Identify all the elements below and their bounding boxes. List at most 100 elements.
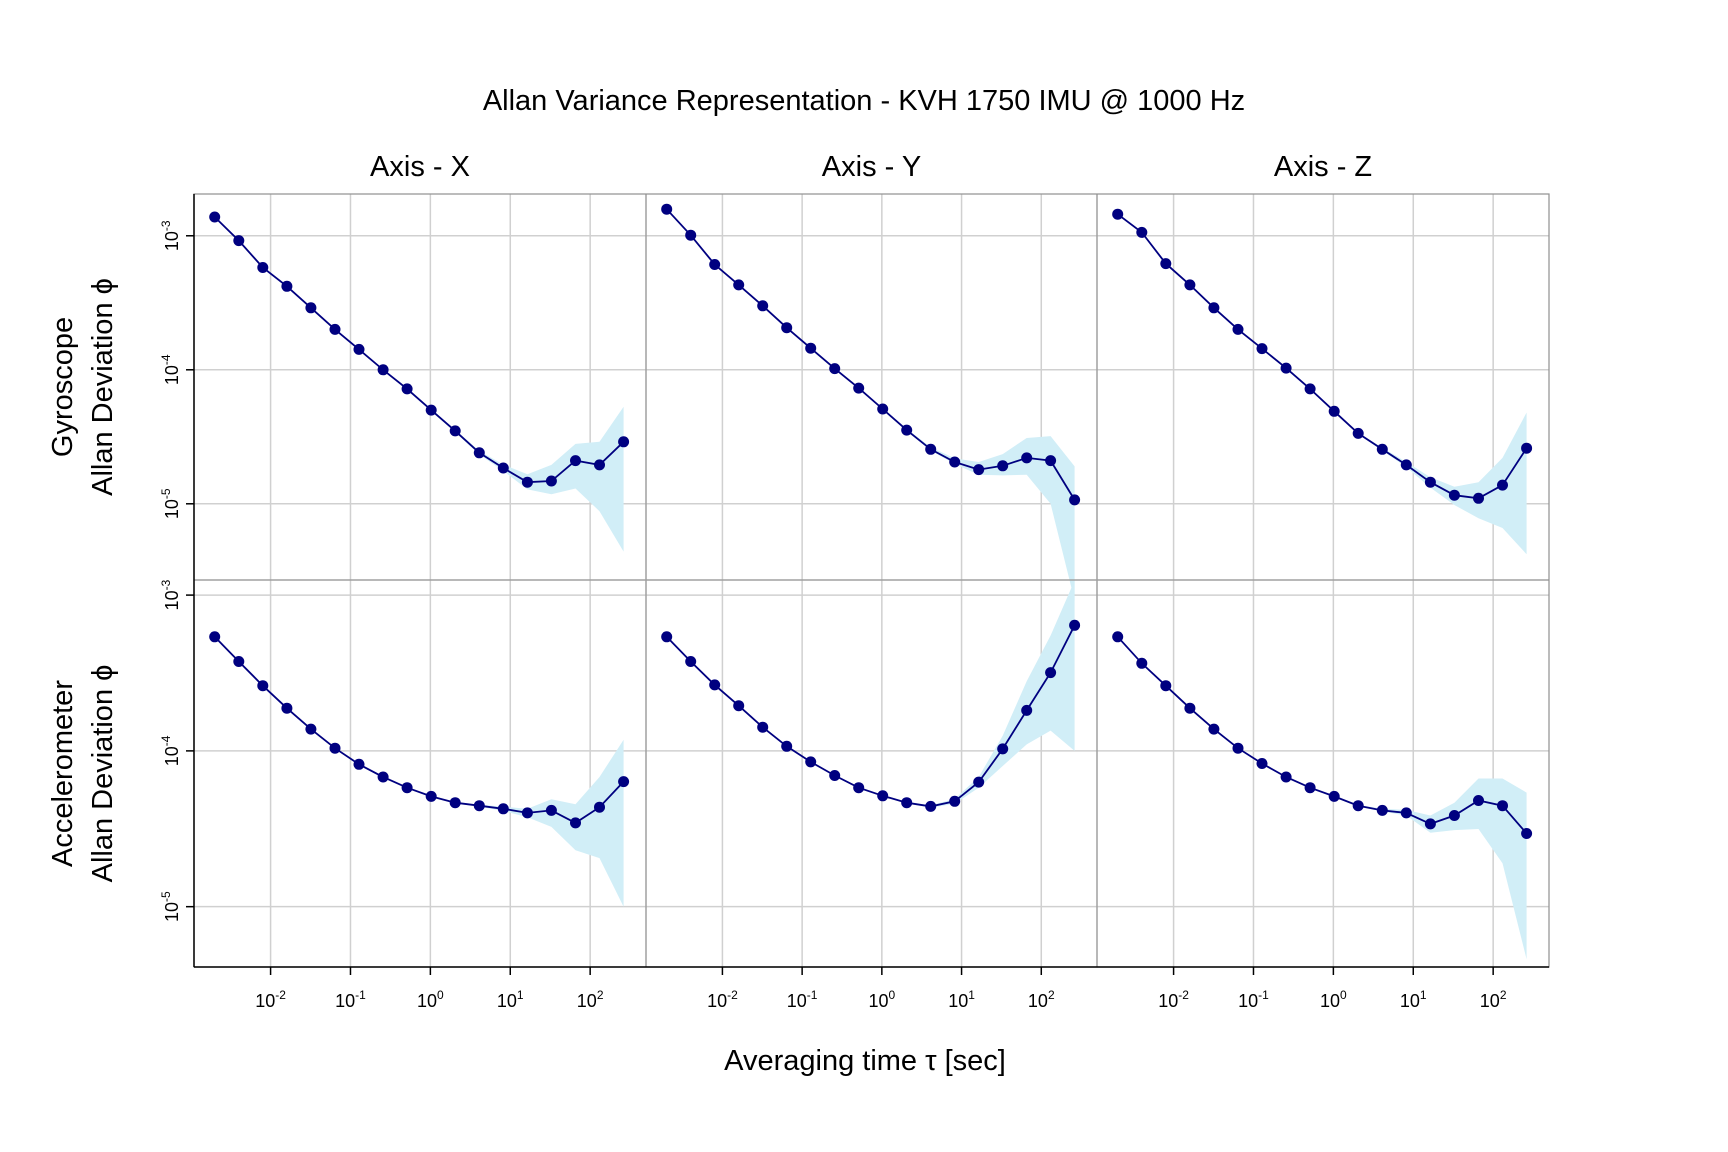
row-label-line: Allan Deviation ϕ: [87, 278, 119, 496]
data-point: [925, 443, 937, 455]
data-point: [473, 447, 485, 459]
column-strip-labels: Axis - X Axis - Y Axis - Z: [370, 151, 1372, 183]
y-tick-base: 10: [162, 499, 182, 519]
y-tick-base: 10: [162, 231, 182, 251]
data-point: [877, 790, 889, 802]
strip-label-col-0: Axis - X: [370, 151, 470, 183]
data-point: [618, 776, 630, 788]
y-axis-group: 10-310-410-510-310-410-5: [159, 194, 195, 967]
x-tick-exponent: -1: [807, 988, 818, 1002]
data-point: [997, 743, 1009, 755]
x-tick-base: 10: [1480, 991, 1500, 1011]
series-line: [1117, 213, 1528, 500]
y-tick-exponent: -4: [159, 735, 173, 746]
x-tick-exponent: 1: [1420, 988, 1427, 1002]
x-axis-title: Averaging time τ [sec]: [724, 1045, 1006, 1077]
data-point: [473, 800, 485, 812]
y-tick-base: 10: [162, 590, 182, 610]
data-point: [425, 790, 437, 802]
y-tick-base: 10: [162, 365, 182, 385]
data-point: [1280, 771, 1292, 783]
data-point: [733, 279, 745, 291]
data-point: [233, 656, 245, 667]
data-point: [1021, 452, 1033, 464]
data-point: [1328, 405, 1340, 417]
data-point: [353, 758, 365, 770]
x-tick-base: 10: [868, 991, 888, 1011]
confidence-band: [666, 580, 1075, 808]
data-point: [1352, 427, 1364, 439]
data-point: [685, 229, 697, 241]
x-tick-base: 10: [1320, 991, 1340, 1011]
data-point: [1521, 442, 1533, 454]
data-point: [1424, 476, 1436, 488]
x-tick-base: 10: [948, 991, 968, 1011]
data-point: [733, 700, 745, 712]
data-point: [1112, 208, 1124, 220]
x-tick-base: 10: [417, 991, 437, 1011]
data-point: [377, 771, 389, 783]
data-point: [973, 776, 985, 788]
data-point: [401, 782, 413, 794]
y-tick-label: 10-3: [159, 220, 182, 251]
x-tick-label: 100: [868, 988, 895, 1011]
strip-label-col-1: Axis - Y: [822, 151, 921, 183]
data-point: [1112, 631, 1124, 643]
x-tick-base: 10: [1028, 991, 1048, 1011]
data-point: [521, 476, 533, 488]
row-label-line: Accelerometer: [47, 680, 79, 867]
data-point: [594, 459, 605, 471]
x-tick-base: 10: [1158, 991, 1178, 1011]
panel-r0-c0: [194, 194, 646, 580]
data-point: [305, 723, 317, 735]
panel-r1-c1: [646, 580, 1097, 967]
data-point: [1376, 443, 1388, 455]
panel-r0-c1: [646, 194, 1097, 601]
data-point: [1208, 723, 1220, 735]
x-axis-group: 10-2 10-1 100 101 102 10-2 10-1 100 101 102 10-2 10…: [194, 966, 1549, 1011]
data-point: [685, 656, 697, 667]
x-tick-label: 10-1: [787, 988, 818, 1011]
x-tick-base: 10: [1400, 991, 1420, 1011]
data-point: [353, 343, 365, 355]
data-point: [853, 782, 865, 794]
panel-r0-c2: [1097, 194, 1549, 580]
data-point: [1184, 279, 1196, 291]
confidence-band: [1117, 213, 1527, 555]
data-point: [949, 456, 961, 468]
y-tick-label: 10-5: [159, 891, 182, 922]
x-tick-base: 10: [707, 991, 727, 1011]
confidence-band: [214, 216, 624, 552]
data-point: [1184, 702, 1196, 714]
y-tick-label: 10-4: [159, 735, 182, 766]
data-point: [709, 259, 721, 270]
x-tick-exponent: -1: [355, 988, 366, 1002]
data-point: [853, 382, 865, 394]
data-point: [1448, 489, 1460, 501]
data-point: [1304, 383, 1316, 395]
data-point: [1448, 810, 1460, 821]
data-point: [1256, 758, 1268, 769]
data-point: [329, 323, 341, 335]
x-tick-label: 102: [1480, 988, 1507, 1011]
confidence-band: [666, 208, 1075, 601]
y-tick-exponent: -3: [159, 220, 173, 231]
x-tick-label: 100: [1320, 988, 1347, 1011]
x-tick-label: 10-1: [1238, 988, 1269, 1011]
y-tick-label: 10-3: [159, 579, 182, 610]
strip-label-col-2: Axis - Z: [1274, 151, 1372, 183]
data-point: [925, 800, 937, 812]
data-point: [449, 425, 461, 437]
data-point: [281, 702, 293, 714]
data-point: [329, 742, 341, 754]
row-label-line: Gyroscope: [47, 317, 79, 457]
y-tick-exponent: -5: [159, 891, 173, 902]
data-point: [1045, 667, 1057, 679]
series-line: [214, 216, 625, 484]
data-point: [1160, 680, 1172, 692]
data-point: [257, 680, 269, 692]
data-point: [594, 801, 605, 813]
data-point: [1400, 459, 1412, 471]
data-point: [901, 797, 913, 809]
